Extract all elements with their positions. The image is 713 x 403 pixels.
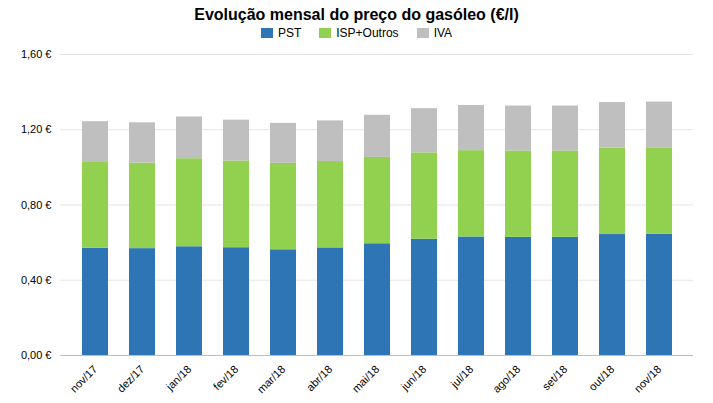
svg-text:nov/17: nov/17 [68,363,100,395]
svg-text:out/18: out/18 [586,363,616,393]
svg-text:1,60 €: 1,60 € [21,48,52,60]
svg-text:0,40 €: 0,40 € [21,274,52,286]
svg-text:set/18: set/18 [540,363,570,393]
svg-text:mar/18: mar/18 [255,363,288,396]
html-text:IVA: IVA [433,26,453,40]
svg-text:jun/18: jun/18 [398,363,428,393]
svg-text:mai/18: mai/18 [350,363,382,395]
html-text:Evolução mensal do preço do ga: Evolução mensal do preço do gasóleo (€/l… [194,6,519,23]
svg-text:1,20 €: 1,20 € [21,123,52,135]
svg-text:0,00 €: 0,00 € [21,349,52,361]
svg-text:ago/18: ago/18 [490,363,522,395]
html-text:ISP+Outros: ISP+Outros [336,26,399,40]
svg-text:jan/18: jan/18 [163,363,193,393]
svg-text:0,80 €: 0,80 € [21,199,52,211]
svg-text:nov/18: nov/18 [632,363,664,395]
svg-text:dez/17: dez/17 [115,363,147,395]
html-text:PST: PST [277,26,302,40]
svg-text:fev/18: fev/18 [211,363,241,393]
svg-text:jul/18: jul/18 [448,363,476,391]
svg-text:abr/18: abr/18 [304,363,335,394]
